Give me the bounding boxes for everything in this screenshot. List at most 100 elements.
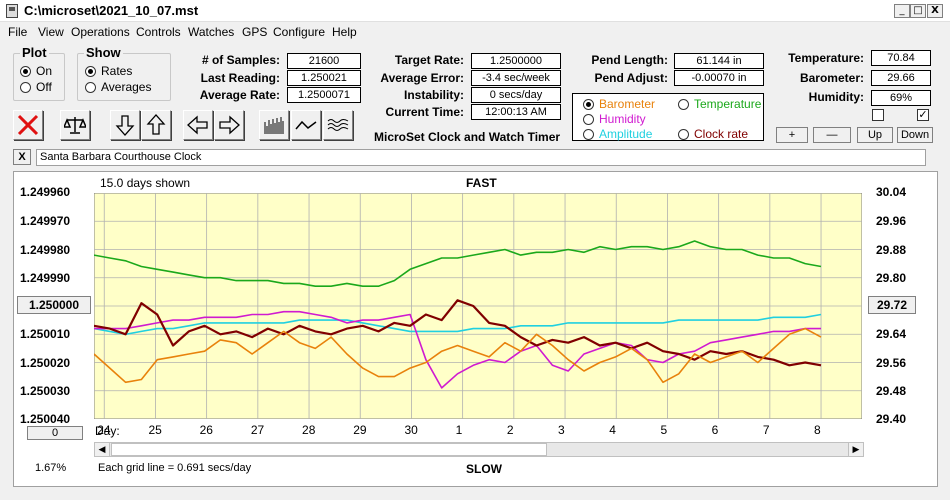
arrow-right-icon — [219, 115, 240, 135]
overlay-amplitude-radio[interactable]: Amplitude — [583, 127, 652, 141]
left-center-button[interactable]: 1.250000 — [17, 296, 91, 314]
y-right-tick: 29.64 — [876, 327, 907, 341]
radio-icon — [583, 98, 594, 110]
menu-help[interactable]: Help — [332, 25, 357, 39]
plot-on-radio[interactable]: On — [20, 64, 52, 78]
arrow-down-button[interactable] — [110, 110, 140, 140]
app-name: MicroSet Clock and Watch Timer — [374, 130, 561, 144]
y-left-tick: 1.250010 — [20, 327, 71, 341]
plot-area[interactable] — [94, 193, 862, 419]
temperature-label: Temperature: — [788, 51, 864, 65]
last-reading-value: 1.250021 — [287, 70, 361, 86]
radio-icon — [583, 113, 594, 125]
menu-operations[interactable]: Operations — [71, 25, 130, 39]
line-graph-button[interactable] — [291, 110, 321, 140]
pend-adjust-label: Pend Adjust: — [594, 71, 668, 85]
arrow-left-button[interactable] — [183, 110, 213, 140]
average-error-label: Average Error: — [380, 71, 464, 85]
menu-bar: File View Operations Controls Watches GP… — [0, 22, 950, 42]
percent-readout: 1.67% — [35, 462, 67, 474]
average-error-value: -3.4 sec/week — [471, 70, 561, 86]
show-rates-radio[interactable]: Rates — [85, 64, 132, 78]
samples-label: # of Samples: — [201, 53, 280, 67]
show-averages-radio[interactable]: Averages — [85, 80, 151, 94]
menu-view[interactable]: View — [38, 25, 64, 39]
right-center-button[interactable]: 29.72 — [868, 296, 916, 314]
target-rate-value[interactable]: 1.2500000 — [471, 53, 561, 69]
close-red-x-icon — [17, 114, 39, 136]
series-line-amplitude — [94, 313, 822, 336]
radio-icon — [85, 65, 96, 77]
menu-configure[interactable]: Configure — [273, 25, 326, 39]
menu-file[interactable]: File — [8, 25, 28, 39]
stop-button[interactable] — [13, 110, 43, 140]
wave-graph-button[interactable] — [323, 110, 353, 140]
title-bar: C:\microset\2021_10_07.mst _ □ X — [0, 0, 950, 22]
scroll-right-icon[interactable]: ▶ — [848, 443, 863, 456]
radio-icon — [678, 98, 689, 110]
x-tick-label: 6 — [711, 423, 719, 437]
grid-note: Each grid line = 0.691 secs/day — [98, 462, 252, 474]
y-left-tick: 1.250020 — [20, 356, 71, 370]
menu-gps[interactable]: GPS — [242, 25, 268, 39]
scale-minus-button[interactable]: — — [813, 127, 851, 143]
scroll-left-icon[interactable]: ◀ — [95, 443, 110, 456]
window-title: C:\microset\2021_10_07.mst — [24, 3, 199, 18]
arrow-left-icon — [187, 115, 208, 135]
bottom-left-button[interactable]: 0 — [27, 426, 83, 440]
arrow-right-button[interactable] — [214, 110, 244, 140]
last-reading-label: Last Reading: — [200, 71, 280, 85]
left-checkbox[interactable] — [872, 109, 884, 121]
x-tick-label: 7 — [762, 423, 770, 437]
overlay-temperature-radio[interactable]: Temperature — [678, 97, 761, 111]
plot-off-radio[interactable]: Off — [20, 80, 52, 94]
bar-graph-button[interactable] — [259, 110, 289, 140]
overlay-humidity-radio[interactable]: Humidity — [583, 112, 646, 126]
x-tick-label: 8 — [814, 423, 821, 437]
x-tick-label: 28 — [302, 423, 316, 437]
pend-length-value[interactable]: 61.144 in — [674, 53, 764, 69]
menu-watches[interactable]: Watches — [188, 25, 235, 39]
app-icon[interactable] — [6, 4, 18, 18]
menu-controls[interactable]: Controls — [136, 25, 181, 39]
days-shown-label: 15.0 days shown — [100, 176, 191, 190]
y-right-tick: 29.96 — [876, 214, 907, 228]
scale-down-button[interactable]: Down — [897, 127, 933, 143]
instability-label: Instability: — [403, 88, 464, 102]
y-right-tick: 29.56 — [876, 356, 907, 370]
y-right-tick: 29.80 — [876, 271, 907, 285]
arrow-up-button[interactable] — [141, 110, 171, 140]
y-right-tick: 29.40 — [876, 412, 907, 426]
arrow-down-icon — [115, 115, 135, 136]
overlay-clock-rate-radio[interactable]: Clock rate — [678, 127, 748, 141]
pend-length-label: Pend Length: — [591, 53, 668, 67]
chart-scrollbar[interactable]: ◀ ▶ — [94, 442, 864, 457]
scale-plus-button[interactable]: + — [776, 127, 808, 143]
clear-clock-name-button[interactable]: X — [13, 149, 31, 165]
right-checkbox[interactable]: ✓ — [917, 109, 929, 121]
scale-up-button[interactable]: Up — [857, 127, 893, 143]
minimize-button[interactable]: _ — [894, 4, 910, 18]
close-button[interactable]: X — [927, 4, 943, 18]
y-left-tick: 1.249980 — [20, 243, 71, 257]
maximize-button[interactable]: □ — [910, 4, 926, 18]
radio-icon — [583, 128, 594, 140]
clock-name-input[interactable]: Santa Barbara Courthouse Clock — [36, 149, 926, 166]
line-graph-icon — [295, 120, 317, 130]
scroll-thumb[interactable] — [111, 443, 547, 456]
x-tick-label: 30 — [404, 423, 418, 437]
y-right-tick: 30.04 — [876, 185, 907, 199]
y-left-tick: 1.249970 — [20, 214, 71, 228]
series-line-temperature — [94, 240, 822, 287]
bar-graph-icon — [264, 117, 284, 134]
radio-icon — [85, 81, 96, 93]
x-tick-label: 29 — [353, 423, 367, 437]
balance-scale-icon — [64, 117, 86, 134]
pend-adjust-value: -0.00070 in — [674, 70, 764, 86]
y-left-tick: 1.249990 — [20, 271, 71, 285]
overlay-barometer-radio[interactable]: Barometer — [583, 97, 655, 111]
overlay-select-box: Barometer Temperature Humidity Clock rat… — [572, 93, 764, 141]
balance-button[interactable] — [60, 110, 90, 140]
radio-icon — [20, 81, 31, 93]
humidity-label: Humidity: — [808, 90, 864, 104]
